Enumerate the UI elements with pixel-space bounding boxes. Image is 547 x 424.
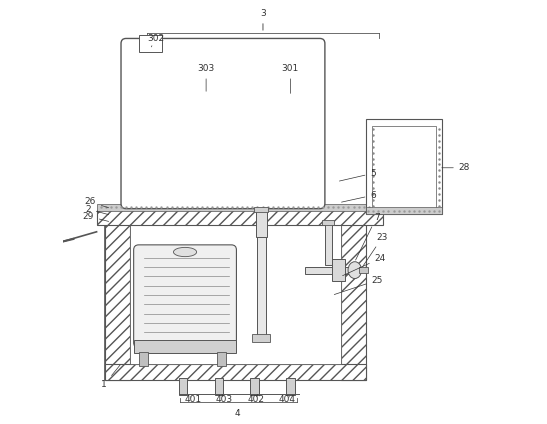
Text: 303: 303: [197, 64, 215, 91]
Bar: [366, 207, 442, 214]
Text: 4: 4: [235, 409, 241, 418]
Text: 23: 23: [363, 233, 388, 267]
Bar: [359, 267, 368, 273]
Bar: [217, 352, 226, 366]
Text: 28: 28: [442, 163, 470, 172]
Bar: [214, 378, 223, 395]
Bar: [254, 207, 269, 212]
Ellipse shape: [173, 247, 196, 257]
Text: 7: 7: [356, 212, 380, 260]
Bar: [179, 378, 187, 395]
Bar: [325, 223, 331, 265]
Text: 3: 3: [260, 9, 266, 30]
Bar: [97, 210, 383, 225]
Bar: [105, 220, 130, 380]
Text: 26: 26: [85, 198, 109, 208]
FancyBboxPatch shape: [121, 39, 325, 209]
Text: 29: 29: [83, 212, 109, 221]
Text: 403: 403: [215, 394, 232, 404]
Bar: [366, 119, 442, 214]
Bar: [130, 220, 341, 364]
Text: 25: 25: [334, 276, 383, 295]
Bar: [257, 237, 266, 340]
Text: 5: 5: [339, 169, 376, 181]
Bar: [97, 204, 383, 211]
Bar: [105, 364, 366, 380]
Bar: [139, 352, 148, 366]
Bar: [286, 378, 295, 395]
Bar: [305, 267, 353, 274]
Bar: [373, 126, 435, 208]
Bar: [256, 210, 267, 237]
Text: 401: 401: [184, 395, 201, 404]
Text: 404: 404: [278, 395, 295, 404]
Bar: [252, 334, 270, 342]
Text: 24: 24: [342, 254, 386, 276]
Bar: [105, 220, 366, 380]
Bar: [341, 220, 366, 380]
Text: 402: 402: [247, 394, 264, 404]
FancyBboxPatch shape: [133, 245, 236, 348]
Ellipse shape: [348, 262, 362, 279]
Text: 6: 6: [341, 191, 376, 202]
Bar: [251, 378, 259, 395]
Text: 302: 302: [147, 34, 164, 47]
Text: 1: 1: [101, 365, 120, 389]
Text: 301: 301: [282, 64, 299, 93]
Bar: [331, 259, 345, 281]
Bar: [322, 220, 334, 225]
Text: 2: 2: [85, 204, 109, 215]
Bar: [139, 35, 162, 52]
Bar: [135, 340, 236, 353]
